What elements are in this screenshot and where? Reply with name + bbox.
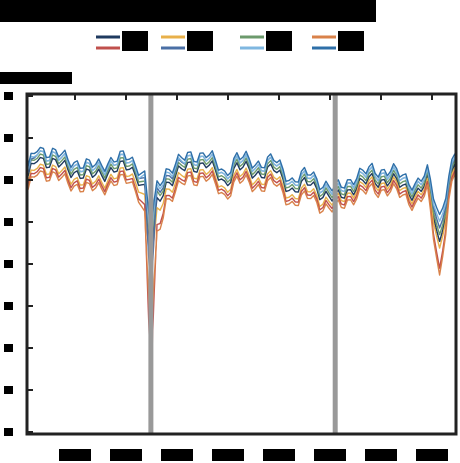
ylabel-redaction <box>0 72 72 84</box>
x-tick-label-redaction <box>263 449 295 461</box>
x-tick-label-redaction <box>212 449 244 461</box>
x-tick-labels <box>59 449 448 461</box>
axis-ticks <box>27 94 433 433</box>
title-redaction <box>0 0 376 22</box>
y-tick-label-redaction <box>4 260 13 268</box>
series-line-7 <box>27 170 456 347</box>
y-tick-label-redaction <box>4 302 13 310</box>
series-line-4 <box>27 166 456 384</box>
series-line-1 <box>27 156 456 266</box>
series-layer <box>27 146 456 384</box>
y-tick-label-redaction <box>4 176 13 184</box>
x-tick-label-redaction <box>59 449 91 461</box>
series-line-8 <box>27 146 456 233</box>
series-line-3 <box>27 153 456 253</box>
y-tick-label-redaction <box>4 218 13 226</box>
series-line-6 <box>27 150 456 246</box>
legend-label-redaction <box>122 31 148 51</box>
legend-label-redaction <box>338 31 364 51</box>
plot-area <box>25 92 458 436</box>
legend-label-redaction <box>266 31 292 51</box>
x-tick-label-redaction <box>110 449 142 461</box>
x-tick-label-redaction <box>314 449 346 461</box>
y-tick-label-redaction <box>4 428 13 436</box>
y-tick-label-redaction <box>4 344 13 352</box>
x-tick-label-redaction <box>416 449 448 461</box>
legend <box>96 31 364 51</box>
series-line-2 <box>27 163 456 283</box>
y-tick-label-redaction <box>4 134 13 142</box>
legend-label-redaction <box>187 31 213 51</box>
y-tick-label-redaction <box>4 92 13 100</box>
plot-frame <box>25 92 458 436</box>
y-tick-label-redaction <box>4 386 13 394</box>
x-tick-label-redaction <box>365 449 397 461</box>
y-tick-labels <box>4 92 13 436</box>
x-tick-label-redaction <box>161 449 193 461</box>
vertical-lines <box>148 94 338 434</box>
